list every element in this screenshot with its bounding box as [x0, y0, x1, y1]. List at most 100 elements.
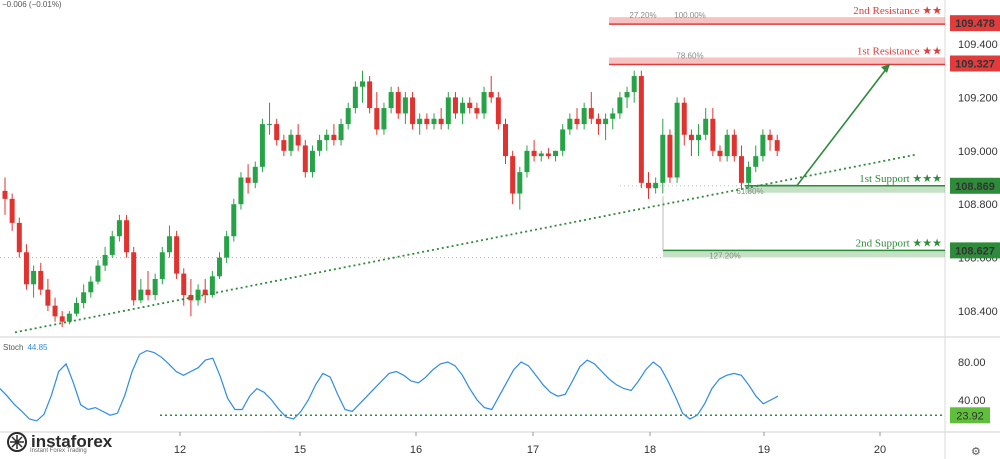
candle — [31, 265, 37, 298]
candle — [109, 230, 115, 258]
candle — [753, 145, 759, 173]
candle-body — [231, 204, 237, 237]
candle-body — [302, 145, 308, 173]
candle — [395, 86, 401, 119]
candle-body — [746, 166, 752, 183]
projection-arrowhead — [881, 64, 890, 74]
candle-body — [617, 97, 623, 114]
candle — [159, 246, 165, 285]
candle-body — [474, 108, 480, 114]
candle — [474, 102, 480, 119]
candle — [595, 113, 601, 135]
candle — [445, 92, 451, 130]
candle-body — [667, 134, 673, 178]
candle — [402, 92, 408, 125]
candle — [324, 129, 330, 151]
candle-body — [538, 153, 544, 157]
candle-body — [753, 156, 759, 167]
candle — [267, 102, 273, 135]
candle — [9, 193, 15, 231]
candle-body — [681, 102, 687, 135]
candle-body — [138, 289, 144, 301]
candle — [367, 76, 373, 114]
candle — [59, 311, 65, 328]
candle — [624, 86, 630, 109]
level-band — [609, 17, 945, 25]
candle-body — [74, 302, 79, 314]
candle — [531, 140, 537, 162]
candle — [281, 134, 287, 157]
candle — [410, 92, 416, 130]
candle-body — [438, 118, 444, 125]
candle-body — [646, 182, 651, 189]
candle-body — [696, 134, 702, 141]
candle — [545, 148, 551, 159]
stoch-tick-label: 40.00 — [958, 395, 986, 407]
candle-body — [360, 81, 365, 87]
candle-body — [2, 190, 8, 199]
settings-gear-icon[interactable]: ⚙ — [971, 446, 981, 458]
candle — [667, 129, 673, 183]
candle — [731, 129, 737, 162]
candle — [116, 214, 122, 242]
candle-body — [317, 140, 323, 151]
candle — [438, 108, 444, 130]
candle — [638, 70, 644, 189]
candle — [524, 145, 530, 178]
candle — [374, 92, 380, 135]
candle — [646, 172, 651, 199]
candle — [503, 118, 508, 165]
level-band — [663, 250, 945, 258]
candle — [488, 76, 494, 103]
candle-body — [624, 92, 630, 98]
time-tick-label: 16 — [410, 444, 422, 456]
candle — [88, 276, 94, 298]
candle-body — [131, 252, 137, 301]
time-tick-label: 18 — [644, 444, 656, 456]
candle — [517, 166, 523, 210]
candle-body — [481, 92, 487, 114]
candle-body — [688, 134, 694, 141]
candle-body — [217, 257, 222, 277]
candle — [152, 273, 158, 301]
candle-body — [345, 108, 351, 125]
candle — [16, 217, 22, 258]
stoch-label: Stoch 44.85 — [3, 343, 48, 352]
candle — [631, 70, 637, 103]
candle-body — [145, 289, 151, 295]
candle-body — [252, 166, 258, 183]
candle-body — [574, 118, 580, 125]
candle-body — [595, 118, 601, 125]
time-tick-label: 12 — [174, 444, 186, 456]
candle — [95, 260, 101, 285]
candle-body — [431, 118, 437, 125]
candle-body — [402, 97, 408, 114]
candle-body — [202, 289, 208, 295]
fib-percent-label: 127.20% — [709, 251, 741, 260]
time-tick-label: 19 — [758, 444, 770, 456]
candle — [717, 145, 723, 162]
candle-body — [603, 118, 609, 125]
candle-body — [45, 289, 51, 306]
candle-body — [553, 150, 559, 157]
candle-body — [460, 102, 466, 114]
candle — [574, 108, 580, 130]
candle-body — [109, 236, 115, 255]
candle-body — [9, 198, 15, 223]
candle-body — [23, 252, 29, 285]
stoch-level-tag — [950, 407, 990, 424]
candle — [295, 124, 301, 151]
candle — [309, 145, 315, 178]
logo-text: instaforex — [31, 432, 113, 451]
candle-body — [267, 124, 273, 126]
candle-body — [738, 156, 744, 183]
level-name-label: 1st Resistance ★★ — [857, 45, 942, 57]
candle — [74, 297, 79, 317]
stoch-name: Stoch — [3, 343, 24, 352]
candle-body — [281, 140, 287, 151]
candle — [703, 108, 709, 141]
candle — [495, 92, 501, 130]
candle-body — [352, 86, 358, 109]
candle-body — [717, 150, 723, 157]
